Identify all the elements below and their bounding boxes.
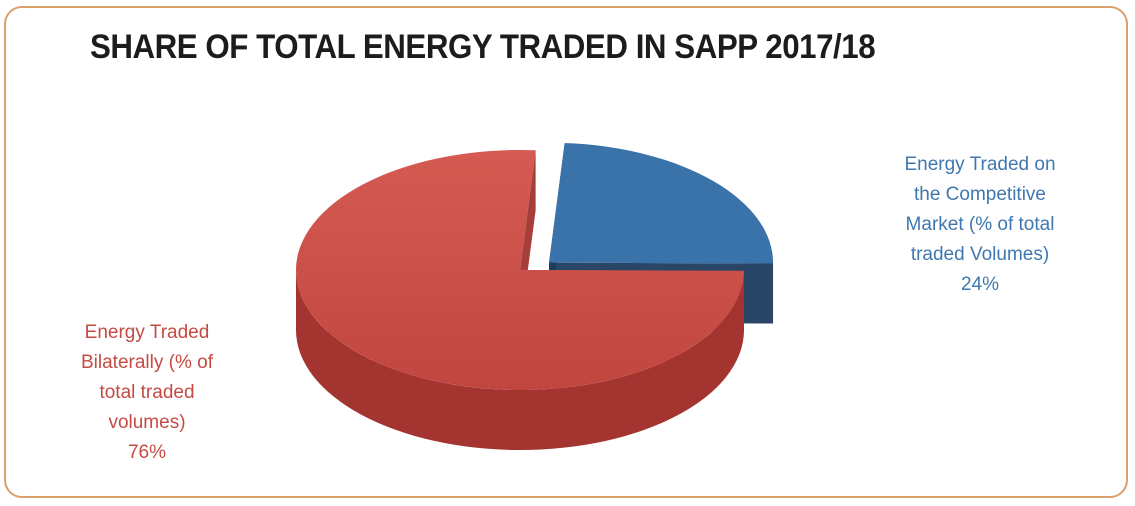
- pie-slice-side: [295, 270, 744, 451]
- slice-label-competitive: Energy Traded on the Competitive Market …: [880, 150, 1080, 300]
- slice-value-label: 76%: [127, 442, 167, 463]
- slice-label-line: volumes): [108, 412, 186, 433]
- slice-label-line: traded Volumes): [910, 244, 1050, 265]
- pie-slice-competitive: [549, 142, 774, 264]
- slice-label-bilateral: Energy Traded Bilaterally (% of total tr…: [52, 318, 242, 468]
- pie-slice-bilateral: [296, 150, 744, 391]
- slice-label-line: total traded: [99, 382, 195, 403]
- slice-label-line: Market (% of total: [905, 214, 1055, 235]
- slice-label-line: Bilaterally (% of: [81, 352, 213, 373]
- slice-label-line: Energy Traded on: [904, 154, 1056, 175]
- chart-title: SHARE OF TOTAL ENERGY TRADED IN SAPP 201…: [90, 28, 876, 66]
- slice-value-label: 24%: [960, 274, 1000, 295]
- slice-label-line: Energy Traded: [84, 322, 210, 343]
- slice-label-line: the Competitive: [913, 184, 1046, 205]
